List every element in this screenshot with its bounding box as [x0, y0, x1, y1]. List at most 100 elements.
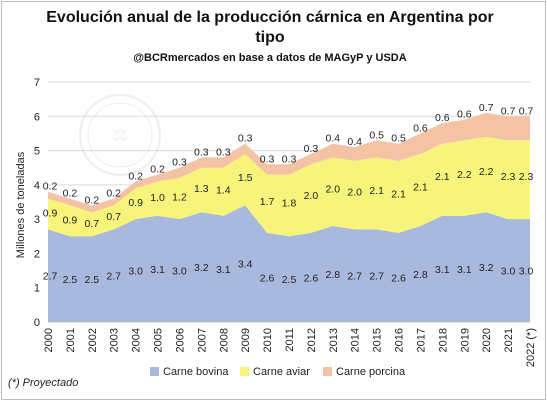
data-label: 3.1 [457, 264, 472, 276]
x-tick-label: 2015 [372, 328, 384, 352]
data-label: 0.9 [128, 197, 143, 209]
data-label: 3.0 [128, 266, 143, 278]
y-tick-label: 4 [34, 180, 40, 192]
data-label: 0.7 [479, 102, 494, 114]
data-label: 2.6 [260, 272, 275, 284]
y-tick-label: 2 [34, 248, 40, 260]
data-label: 2.1 [413, 181, 428, 193]
data-label: 1.8 [282, 197, 297, 209]
legend-label: Carne aviar [253, 366, 310, 378]
y-axis-label: Millones de toneladas [15, 151, 27, 258]
data-label: 1.3 [194, 183, 209, 195]
data-label: 0.4 [347, 136, 362, 148]
data-label: 2.0 [347, 187, 362, 199]
data-label: 1.0 [150, 192, 165, 204]
data-label: 0.2 [85, 194, 100, 206]
data-label: 3.2 [479, 262, 494, 274]
data-label: 0.3 [194, 146, 209, 158]
data-label: 2.7 [347, 271, 362, 283]
data-label: 0.3 [238, 133, 253, 145]
x-tick-label: 2004 [131, 328, 143, 352]
data-label: 0.7 [106, 211, 121, 223]
x-axis-ticks: 2000 2001 2002 2003 2004 2005 2006 2007 2008 2009… [43, 321, 537, 367]
data-label: 0.3 [216, 146, 231, 158]
x-tick-label: 2016 [394, 328, 406, 352]
x-tick-label: 2007 [196, 328, 208, 352]
area-carne-porcina [48, 112, 530, 213]
data-label: 2.1 [435, 171, 450, 183]
data-label: 2.2 [479, 166, 494, 178]
data-label: 0.3 [304, 143, 319, 155]
data-label: 2.8 [413, 269, 428, 281]
data-label: 0.3 [172, 157, 187, 169]
data-label: 0.3 [282, 153, 297, 165]
x-tick-label: 2020 [481, 328, 493, 352]
data-label: 3.2 [194, 262, 209, 274]
data-label: 2.0 [326, 183, 341, 195]
legend-swatch [323, 367, 332, 376]
data-label: 2.3 [519, 171, 534, 183]
data-label: 0.5 [369, 129, 384, 141]
data-label: 1.7 [260, 196, 275, 208]
data-label: 0.5 [391, 133, 406, 145]
data-label: 2.7 [106, 271, 121, 283]
x-tick-label: 2012 [306, 328, 318, 352]
x-tick-label: 2019 [459, 328, 471, 352]
data-label: 0.6 [413, 122, 428, 134]
data-label: 0.4 [326, 133, 341, 145]
data-label: 1.2 [172, 192, 187, 204]
x-tick-label: 2001 [65, 328, 77, 352]
data-label: 2.6 [391, 272, 406, 284]
watermark-seal: ⚖ [79, 94, 161, 176]
data-label: 2.1 [369, 185, 384, 197]
x-tick-label: 2018 [437, 328, 449, 352]
x-tick-label: 2006 [174, 328, 186, 352]
x-tick-label: 2021 [503, 328, 515, 352]
y-tick-label: 1 [34, 283, 40, 295]
data-label: 0.7 [519, 105, 534, 117]
legend-swatch [240, 367, 249, 376]
legend: Carne bovina Carne aviar Carne porcina [150, 366, 406, 378]
chart-subtitle: @BCRmercados en base a datos de MAGyP y … [133, 52, 407, 64]
data-label: 0.2 [128, 170, 143, 182]
data-label: 0.9 [43, 207, 58, 219]
data-label: 2.6 [304, 272, 319, 284]
data-label: 0.6 [435, 112, 450, 124]
data-label: 2.7 [369, 271, 384, 283]
data-label: 0.2 [106, 188, 121, 200]
data-label: 0.2 [150, 164, 165, 176]
data-label: 2.1 [391, 188, 406, 200]
area-carne-aviar [48, 136, 530, 237]
y-tick-label: 3 [34, 214, 40, 226]
y-tick-label: 6 [34, 111, 40, 123]
y-axis-ticks: 0 1 2 3 4 5 6 7 [34, 77, 40, 329]
y-tick-label: 0 [34, 317, 40, 329]
chart-title: Evolución anual de la producción cárnica… [46, 9, 494, 46]
x-tick-label: 2003 [109, 328, 121, 352]
data-label: 1.4 [216, 184, 231, 196]
x-tick-label: 2013 [328, 328, 340, 352]
data-label: 2.0 [304, 190, 319, 202]
data-label: 3.0 [172, 266, 187, 278]
x-tick-label: 2009 [240, 328, 252, 352]
x-tick-label: 2005 [153, 328, 165, 352]
legend-swatch [150, 367, 159, 376]
legend-label: Carne porcina [336, 366, 406, 378]
data-label: 0.6 [457, 109, 472, 121]
legend-label: Carne bovina [163, 366, 229, 378]
data-label: 1.5 [238, 172, 253, 184]
y-tick-label: 5 [34, 146, 40, 158]
data-label: 0.7 [85, 218, 100, 230]
data-label: 0.2 [43, 181, 58, 193]
data-label: 2.8 [326, 269, 341, 281]
data-label: 3.4 [238, 259, 253, 271]
data-labels: 2.7 2.5 2.5 2.7 3.0 3.1 3.0 3.2 3.1 3.4 2.6 2.5 2.6 2… [43, 102, 534, 286]
data-label: 0.3 [260, 153, 275, 165]
data-label: 2.3 [501, 171, 516, 183]
y-tick-label: 7 [34, 77, 40, 89]
data-label: 3.0 [501, 266, 516, 278]
data-label: 3.1 [150, 264, 165, 276]
x-tick-label: 2000 [43, 328, 55, 352]
